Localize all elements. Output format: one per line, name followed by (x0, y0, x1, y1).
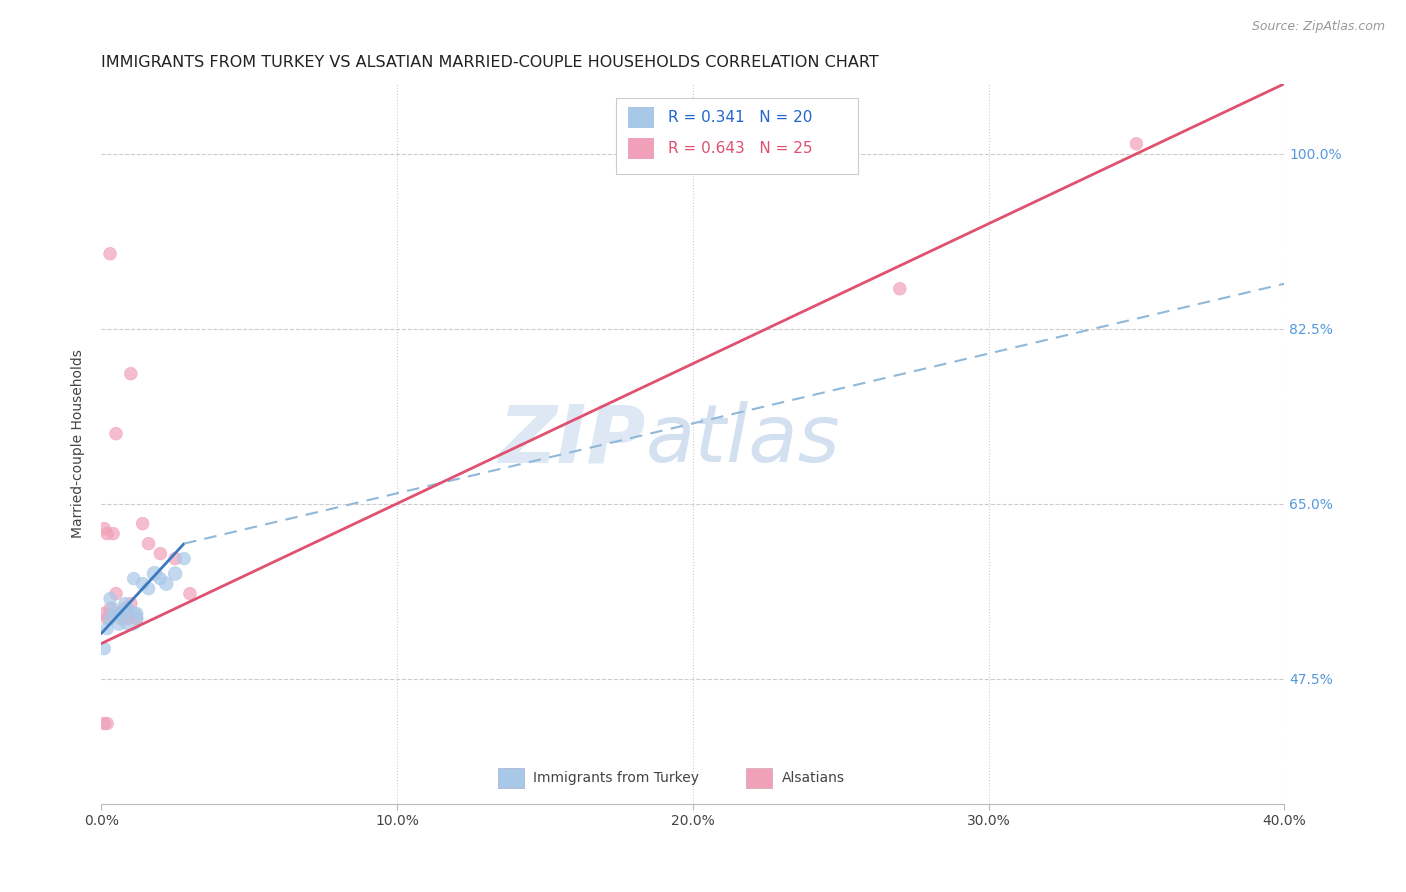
Point (101, 526, 124, 541)
Point (117, 611, 139, 625)
Point (111, 607, 134, 621)
Text: atlas: atlas (645, 401, 841, 479)
Point (111, 611, 134, 625)
FancyBboxPatch shape (498, 767, 523, 788)
Text: Alsatians: Alsatians (782, 771, 845, 785)
Point (101, 601, 124, 615)
Point (165, 566, 187, 581)
Point (105, 586, 128, 600)
Point (173, 551, 195, 566)
Point (98, 601, 121, 615)
Point (117, 601, 139, 615)
Point (98, 591, 121, 606)
Point (120, 597, 142, 611)
Point (143, 566, 166, 581)
Text: R = 0.643   N = 25: R = 0.643 N = 25 (668, 141, 813, 156)
Point (149, 572, 172, 586)
Point (131, 516, 153, 531)
Text: Immigrants from Turkey: Immigrants from Turkey (533, 771, 699, 785)
Point (93, 607, 115, 621)
Y-axis label: Married-couple Households: Married-couple Households (72, 350, 86, 538)
Point (96, 526, 118, 541)
Point (138, 582, 160, 596)
Point (131, 576, 153, 591)
Point (98, 611, 121, 625)
Point (108, 607, 131, 621)
Point (155, 576, 177, 591)
Point (889, 282, 911, 296)
Text: R = 0.341   N = 20: R = 0.341 N = 20 (668, 110, 813, 125)
Point (125, 607, 148, 621)
Point (120, 611, 142, 625)
Point (138, 536, 160, 550)
Point (120, 367, 142, 381)
Point (96, 622, 118, 636)
Point (114, 601, 136, 615)
Point (93, 716, 115, 731)
Text: Source: ZipAtlas.com: Source: ZipAtlas.com (1251, 20, 1385, 33)
FancyBboxPatch shape (616, 98, 859, 174)
Point (149, 547, 172, 561)
Point (105, 426, 128, 441)
Point (93, 522, 115, 536)
Point (125, 611, 148, 625)
Text: IMMIGRANTS FROM TURKEY VS ALSATIAN MARRIED-COUPLE HOUSEHOLDS CORRELATION CHART: IMMIGRANTS FROM TURKEY VS ALSATIAN MARRI… (101, 55, 879, 70)
Text: ZIP: ZIP (498, 401, 645, 479)
FancyBboxPatch shape (627, 107, 654, 128)
FancyBboxPatch shape (747, 767, 772, 788)
Point (108, 616, 131, 631)
Point (179, 586, 201, 600)
Point (122, 572, 145, 586)
Point (96, 716, 118, 731)
Point (1125, 136, 1147, 151)
Point (105, 607, 128, 621)
Point (165, 551, 187, 566)
Point (93, 641, 115, 656)
Point (96, 611, 118, 625)
Point (98, 246, 121, 260)
FancyBboxPatch shape (627, 137, 654, 160)
Point (114, 597, 136, 611)
